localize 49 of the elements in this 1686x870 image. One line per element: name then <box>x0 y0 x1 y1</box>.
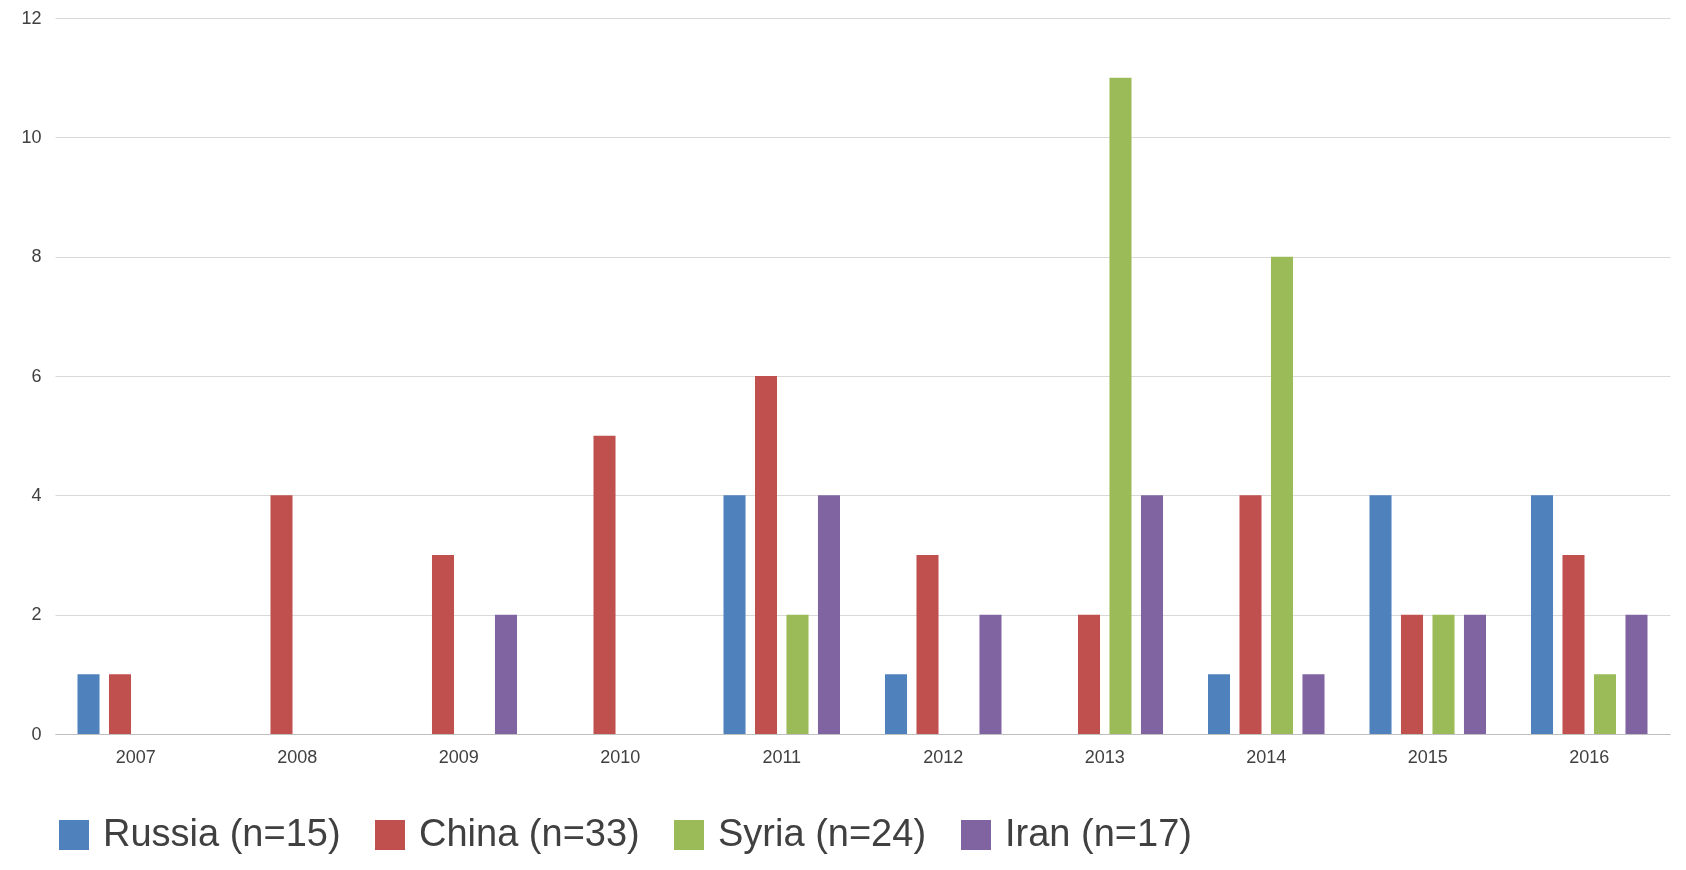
bar <box>1109 77 1132 734</box>
bar <box>108 674 132 734</box>
bar <box>786 614 809 734</box>
legend-label: Iran (n=17) <box>1005 812 1192 854</box>
bar <box>723 495 746 734</box>
bar <box>979 614 1002 734</box>
legend-label: Syria (n=24) <box>718 812 927 854</box>
y-tick-label: 12 <box>21 7 42 28</box>
y-tick-label: 4 <box>31 484 42 505</box>
bar <box>431 555 455 734</box>
bar <box>884 674 908 734</box>
bar <box>1593 674 1617 734</box>
y-tick-label: 6 <box>31 365 42 386</box>
x-tick-label: 2014 <box>1246 746 1287 767</box>
bar <box>1400 614 1424 734</box>
bar <box>1562 555 1585 734</box>
x-tick-label: 2016 <box>1569 746 1610 767</box>
y-tick-label: 8 <box>31 246 42 267</box>
bar <box>77 674 100 734</box>
bar <box>1302 674 1325 734</box>
bar <box>1369 495 1392 734</box>
bar <box>1625 614 1648 734</box>
bar <box>1270 256 1294 734</box>
x-tick-label: 2010 <box>600 746 641 767</box>
bar <box>1239 495 1262 734</box>
bar <box>817 495 841 734</box>
x-tick-label: 2008 <box>277 746 318 767</box>
bar <box>1207 674 1231 734</box>
x-tick-label: 2007 <box>115 746 156 767</box>
x-tick-label: 2015 <box>1407 746 1448 767</box>
bar <box>494 614 518 734</box>
bar <box>270 495 293 734</box>
x-tick-label: 2012 <box>923 746 964 767</box>
y-tick-label: 0 <box>31 723 42 744</box>
y-tick-label: 10 <box>21 126 42 147</box>
legend-label: Russia (n=15) <box>103 812 341 854</box>
bar <box>1077 614 1101 734</box>
y-tick-label: 2 <box>31 604 42 625</box>
bar <box>593 435 616 734</box>
legend-label: China (n=33) <box>419 812 640 854</box>
bar <box>1432 614 1455 734</box>
x-tick-label: 2013 <box>1084 746 1125 767</box>
x-tick-label: 2009 <box>438 746 479 767</box>
bar <box>1140 495 1164 734</box>
bar <box>754 376 778 734</box>
x-tick-label: 2011 <box>762 746 802 767</box>
bar <box>1463 614 1487 734</box>
bar <box>916 555 939 734</box>
bar <box>1530 495 1554 734</box>
